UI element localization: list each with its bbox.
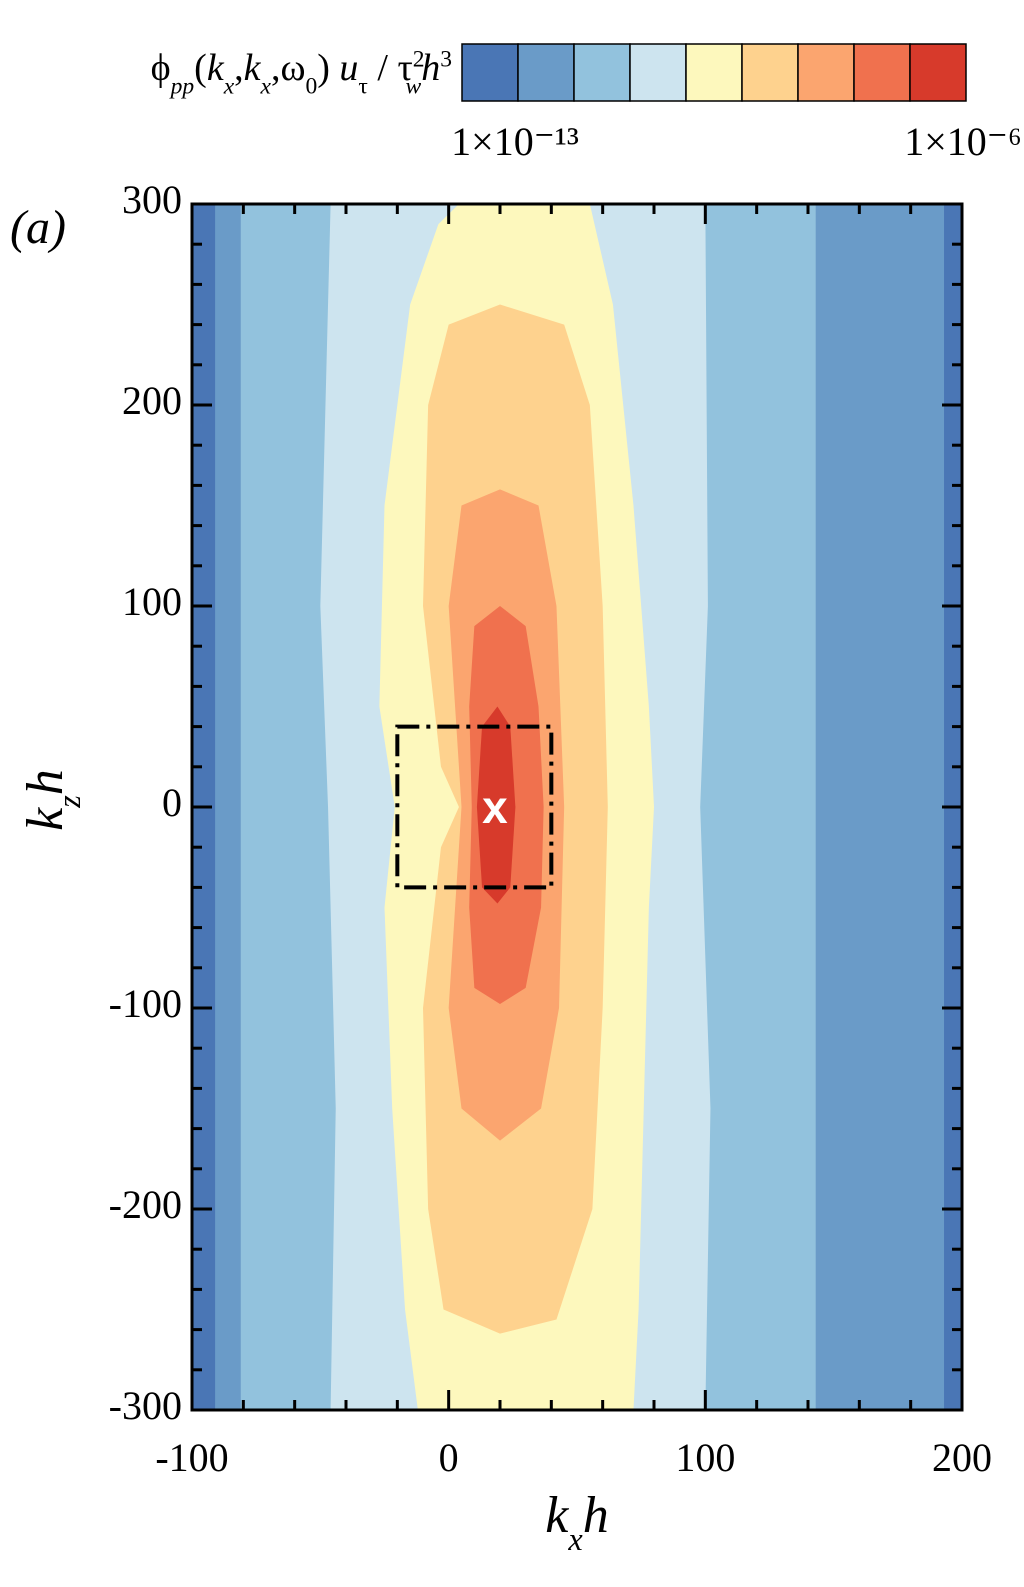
colorbar-swatch [909, 43, 967, 102]
label-part: h [583, 1487, 609, 1544]
colorbar-swatch [797, 43, 855, 102]
colorbar-swatch [685, 43, 743, 102]
label-part: 2 [413, 47, 425, 73]
label-part: k [207, 47, 225, 89]
label-part: h [421, 47, 440, 89]
y-tick-label: 0 [162, 780, 182, 825]
label-part: x [223, 73, 235, 99]
label-part: / τ [368, 47, 413, 89]
label-part: u [339, 47, 358, 89]
label-part: z [51, 795, 87, 809]
colorbar-swatch [517, 43, 575, 102]
label-part: h [17, 769, 74, 795]
label-part: τ [358, 73, 367, 99]
x-axis-label: kxh [545, 1487, 608, 1557]
peak-marker: x [482, 781, 508, 833]
x-tick-label: 200 [932, 1435, 992, 1480]
label-part: pp [169, 73, 195, 99]
label-part: 3 [440, 47, 452, 73]
label-part: x [260, 73, 272, 99]
label-part: ) [317, 47, 339, 89]
panel-label: (a) [10, 201, 66, 254]
highlight-box [395, 724, 554, 890]
label-part: , [234, 47, 244, 89]
y-tick-label: 100 [122, 579, 182, 624]
colorbar-swatch [461, 43, 519, 102]
x-tick-label: -100 [155, 1435, 228, 1480]
y-tick-label: 300 [122, 177, 182, 222]
x-tick-label: 100 [675, 1435, 735, 1480]
label-part: k [17, 807, 74, 831]
x-tick-label: 0 [439, 1435, 459, 1480]
colorbar-swatch [853, 43, 911, 102]
label-part: ( [194, 47, 207, 89]
y-tick-label: -100 [109, 981, 182, 1026]
label-part: w [406, 73, 422, 99]
label-part: k [244, 47, 262, 89]
contour-region [476, 706, 516, 904]
colorbar-tick-label: 1×10⁻¹³ [451, 119, 579, 164]
label-part: ,ω [271, 47, 306, 89]
label-part: ϕ [151, 47, 171, 89]
y-tick-label: -300 [109, 1383, 182, 1428]
y-axis-label: kzh [17, 769, 87, 831]
colorbar-swatch [629, 43, 687, 102]
label-part: k [545, 1487, 569, 1544]
y-tick-label: -200 [109, 1182, 182, 1227]
contour-field [192, 204, 962, 1410]
label-part: 0 [305, 73, 317, 99]
colorbar-label: ϕpp(kx,kx,ω0) uτ / τ2 wh3 [151, 47, 452, 100]
colorbar-tick-label: 1×10⁻⁶ [904, 119, 1022, 164]
colorbar-swatch [741, 43, 799, 102]
y-tick-label: 200 [122, 378, 182, 423]
label-part: x [567, 1521, 583, 1557]
colorbar-swatch [573, 43, 631, 102]
